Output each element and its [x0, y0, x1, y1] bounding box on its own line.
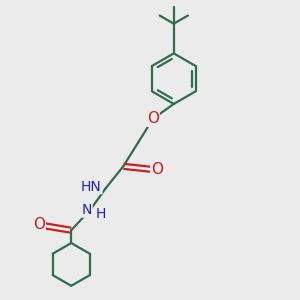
- Text: O: O: [147, 111, 159, 126]
- Text: H: H: [96, 207, 106, 221]
- Text: O: O: [151, 162, 163, 177]
- Text: O: O: [33, 217, 45, 232]
- Text: N: N: [82, 203, 92, 217]
- Text: HN: HN: [81, 180, 102, 194]
